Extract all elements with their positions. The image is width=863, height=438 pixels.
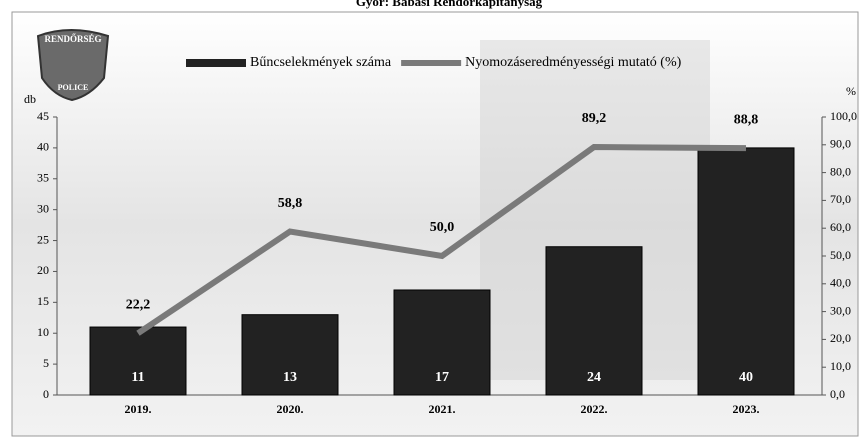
bar bbox=[697, 147, 795, 396]
y2-tick-label: 10,0 bbox=[830, 359, 851, 373]
bar bbox=[545, 246, 643, 396]
y2-tick-label: 50,0 bbox=[830, 248, 851, 262]
y-tick-label: 10 bbox=[37, 325, 49, 339]
y-tick-label: 15 bbox=[37, 294, 49, 308]
y-axis-title: db bbox=[24, 92, 36, 106]
x-tick-label: 2020. bbox=[277, 402, 304, 416]
line-value-label: 22,2 bbox=[126, 298, 151, 313]
y2-tick-label: 60,0 bbox=[830, 220, 851, 234]
y2-axis-title: % bbox=[846, 84, 856, 98]
y2-tick-label: 100,0 bbox=[830, 109, 857, 123]
y2-tick-label: 20,0 bbox=[830, 331, 851, 345]
x-tick-label: 2021. bbox=[429, 402, 456, 416]
logo: RENDŐRSÉG POLICE bbox=[36, 29, 110, 102]
logo-bottom: POLICE bbox=[58, 83, 89, 92]
y-tick-label: 25 bbox=[37, 232, 49, 246]
bar-value-label: 24 bbox=[587, 370, 601, 385]
bar bbox=[241, 314, 339, 396]
y-tick-label: 45 bbox=[37, 109, 49, 123]
y2-tick-label: 70,0 bbox=[830, 192, 851, 206]
legend-label: Nyomozáseredményességi mutató (%) bbox=[465, 55, 681, 70]
y-tick-label: 30 bbox=[37, 201, 49, 215]
bar bbox=[89, 326, 187, 396]
line-value-label: 89,2 bbox=[582, 111, 607, 126]
y2-tick-label: 90,0 bbox=[830, 137, 851, 151]
bar-value-label: 13 bbox=[283, 370, 297, 385]
y-tick-label: 5 bbox=[43, 356, 49, 370]
y2-tick-label: 0,0 bbox=[830, 387, 845, 401]
y2-tick-label: 40,0 bbox=[830, 276, 851, 290]
y2-tick-label: 30,0 bbox=[830, 303, 851, 317]
logo-top: RENDŐRSÉG bbox=[44, 34, 101, 44]
logo-shield bbox=[36, 29, 110, 102]
line-value-label: 50,0 bbox=[430, 220, 455, 235]
y2-tick-label: 80,0 bbox=[830, 164, 851, 178]
bar-value-label: 11 bbox=[131, 370, 144, 385]
x-tick-label: 2019. bbox=[125, 402, 152, 416]
line-value-label: 88,8 bbox=[734, 112, 759, 127]
y-tick-label: 0 bbox=[43, 387, 49, 401]
bar-value-label: 17 bbox=[435, 370, 449, 385]
y-tick-label: 20 bbox=[37, 263, 49, 277]
bar bbox=[393, 289, 491, 396]
bar-value-label: 40 bbox=[739, 370, 753, 385]
y-tick-label: 35 bbox=[37, 171, 49, 185]
x-tick-label: 2023. bbox=[733, 402, 760, 416]
legend-label: Bűncselekmények száma bbox=[250, 55, 392, 70]
legend-swatch bbox=[186, 59, 246, 67]
y-tick-label: 40 bbox=[37, 140, 49, 154]
line-value-label: 58,8 bbox=[278, 196, 303, 211]
line bbox=[136, 144, 747, 336]
x-tick-label: 2022. bbox=[581, 402, 608, 416]
chart-title: Győr: Bábasi Rendőrkapitányság bbox=[356, 0, 543, 9]
